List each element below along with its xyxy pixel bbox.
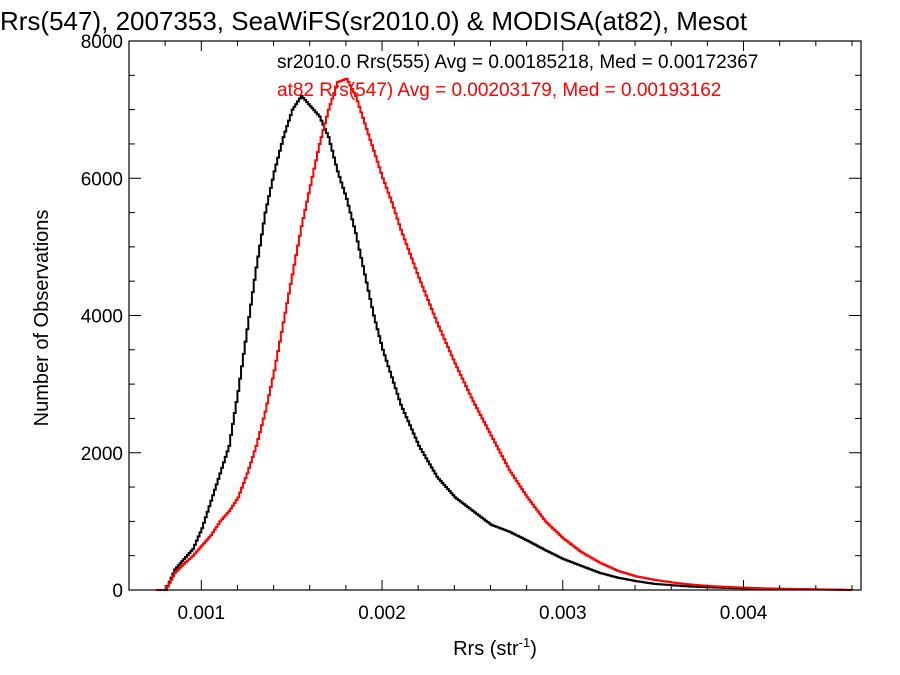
y-tick-label: 4000 — [81, 307, 123, 328]
y-tick-label: 0 — [112, 581, 123, 602]
y-axis-label: Number of Observations — [31, 210, 53, 427]
x-tick-label: 0.004 — [720, 603, 768, 624]
y-tick-label: 8000 — [81, 32, 123, 53]
series-layer — [156, 77, 853, 591]
y-tick-label: 6000 — [81, 169, 123, 190]
chart-title: Rrs(547), 2007353, SeaWiFS(sr2010.0) & M… — [0, 6, 748, 36]
series-at82-histogram — [156, 77, 853, 591]
y-tick-label: 2000 — [81, 444, 123, 465]
legend-entry-at82: at82 Rrs(547) Avg = 0.00203179, Med = 0.… — [277, 80, 721, 101]
x-tick-label: 0.001 — [178, 603, 226, 624]
x-axis-label: Rrs (str-1) — [453, 635, 537, 660]
axis-layer: 0.001 0.002 0.003 0.004 0 2000 4000 6000 8000 — [81, 32, 861, 624]
series-sr2010-histogram — [156, 94, 853, 591]
x-tick-label: 0.002 — [358, 603, 406, 624]
x-tick-label: 0.003 — [539, 603, 587, 624]
x-axis-label-end: ) — [530, 638, 537, 660]
legend-entry-sr2010: sr2010.0 Rrs(555) Avg = 0.00185218, Med … — [277, 52, 758, 73]
plot-frame — [128, 40, 862, 591]
x-axis-label-main: Rrs (str — [453, 638, 519, 660]
legend: sr2010.0 Rrs(555) Avg = 0.00185218, Med … — [277, 52, 758, 101]
x-axis-label-superscript: -1 — [519, 635, 531, 650]
